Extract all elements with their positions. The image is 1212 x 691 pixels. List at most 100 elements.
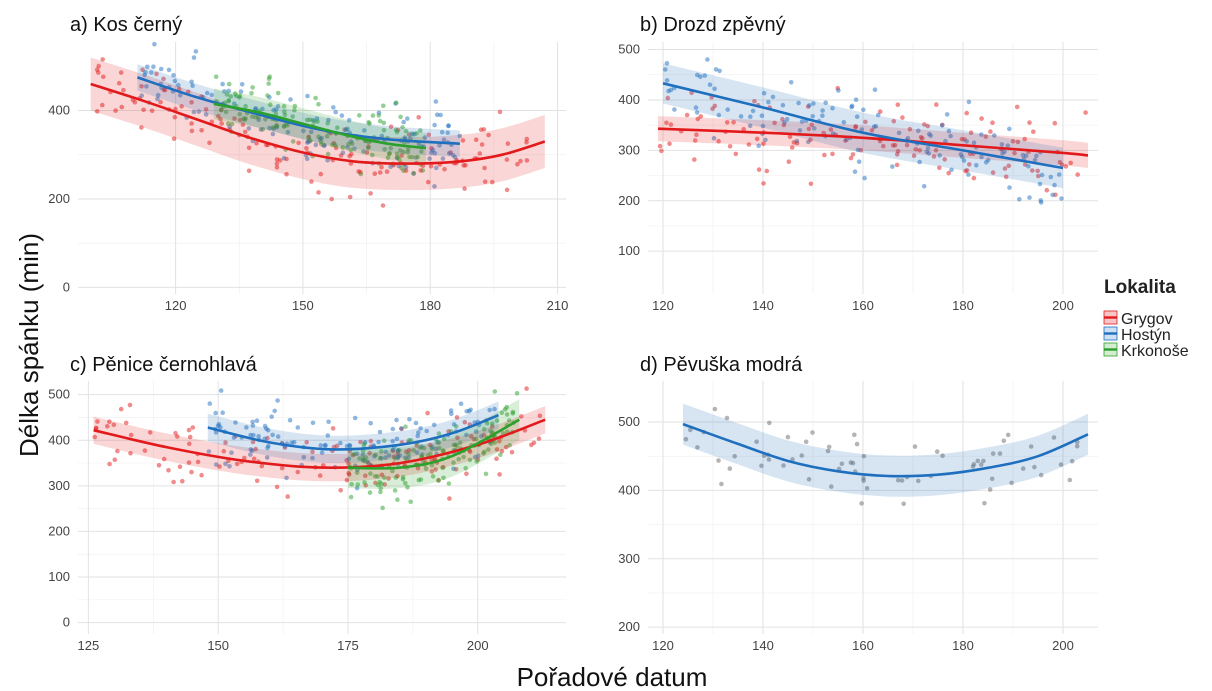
scatter-point-hostyn (905, 136, 911, 141)
scatter-point-hostyn (756, 143, 761, 149)
scatter-point-hostyn (705, 57, 710, 62)
panel-title-b: b) Drozd zpěvný (640, 14, 786, 36)
scatter-point-hostyn (227, 464, 232, 469)
scatter-point-hostyn (229, 450, 234, 456)
scatter-point-grygov (524, 386, 529, 391)
scatter-point-hostyn (275, 434, 281, 439)
scatter-point-hostyn (275, 103, 281, 109)
y-tick-label: 400 (48, 432, 70, 447)
scatter-point-hostyn (204, 90, 210, 96)
scatter-point-krkonose (292, 103, 298, 109)
scatter-point-hostyn (1020, 152, 1026, 158)
scatter-point-hostyn (763, 137, 768, 143)
scatter-point-grygov (219, 121, 224, 126)
scatter-point-grygov (505, 141, 511, 146)
scatter-point-krkonose (361, 443, 367, 448)
scatter-point-krkonose (223, 109, 229, 115)
scatter-point-grygov (232, 116, 237, 121)
scatter-point-grygov (92, 434, 97, 440)
y-tick-label: 400 (48, 103, 70, 118)
legend-label-hostyn: Hostýn (1121, 327, 1171, 344)
scatter-point-main (712, 406, 718, 412)
scatter-point-krkonose (381, 127, 387, 133)
scatter-point-grygov (497, 438, 502, 444)
scatter-point-main (989, 476, 995, 482)
x-tick-label: 175 (337, 638, 359, 653)
scatter-point-hostyn (405, 116, 410, 121)
scatter-point-grygov (694, 132, 699, 137)
scatter-point-krkonose (381, 438, 387, 444)
scatter-point-hostyn (664, 78, 670, 83)
scatter-point-hostyn (871, 124, 877, 129)
scatter-point-grygov (240, 122, 246, 127)
scatter-point-grygov (221, 448, 227, 454)
scatter-point-hostyn (668, 87, 674, 93)
scatter-point-krkonose (436, 431, 442, 436)
scatter-point-krkonose (362, 458, 367, 464)
y-axis-title: Délka spánku (min) (14, 233, 44, 457)
scatter-point-hostyn (439, 129, 445, 135)
scatter-point-hostyn (448, 408, 454, 413)
scatter-point-grygov (482, 165, 487, 171)
scatter-point-krkonose (351, 451, 357, 457)
scatter-point-krkonose (400, 125, 405, 130)
scatter-point-grygov (536, 436, 542, 441)
scatter-point-grygov (107, 419, 112, 425)
scatter-point-grygov (113, 108, 118, 113)
scatter-point-grygov (189, 121, 194, 126)
scatter-point-hostyn (796, 100, 801, 106)
scatter-point-grygov (464, 471, 469, 477)
scatter-point-grygov (659, 148, 664, 154)
scatter-point-hostyn (285, 129, 291, 135)
scatter-point-main (839, 461, 845, 467)
scatter-point-hostyn (238, 89, 244, 94)
scatter-point-grygov (94, 109, 100, 114)
scatter-point-main (864, 486, 870, 491)
scatter-point-krkonose (394, 151, 400, 157)
scatter-point-main (716, 458, 721, 463)
scatter-point-main (1009, 480, 1014, 486)
scatter-point-hostyn (310, 420, 316, 426)
scatter-point-hostyn (896, 130, 902, 136)
scatter-point-hostyn (326, 419, 331, 425)
scatter-point-hostyn (196, 109, 202, 114)
scatter-point-hostyn (267, 125, 272, 131)
scatter-point-krkonose (265, 93, 270, 98)
scatter-point-krkonose (473, 436, 479, 442)
scatter-point-krkonose (335, 125, 340, 130)
chart-panel-c: 125 150 175 200 0 100 200 300 400 500 (48, 381, 566, 653)
scatter-point-hostyn (331, 105, 336, 110)
scatter-point-grygov (334, 443, 340, 449)
scatter-point-grygov (988, 129, 993, 134)
scatter-point-grygov (199, 472, 204, 478)
scatter-point-hostyn (760, 123, 766, 129)
scatter-point-grygov (347, 194, 353, 200)
scatter-point-hostyn (416, 430, 421, 435)
scatter-point-main (1032, 464, 1037, 470)
scatter-point-krkonose (290, 114, 296, 119)
scatter-point-hostyn (937, 153, 942, 158)
scatter-point-krkonose (274, 123, 280, 128)
scatter-point-krkonose (403, 480, 408, 486)
scatter-point-krkonose (440, 465, 445, 471)
scatter-point-hostyn (979, 132, 984, 137)
scatter-point-grygov (698, 114, 704, 119)
scatter-point-grygov (250, 439, 256, 445)
scatter-point-grygov (473, 137, 479, 142)
scatter-point-krkonose (403, 424, 408, 430)
scatter-point-main (852, 432, 857, 438)
scatter-point-grygov (983, 134, 989, 139)
scatter-point-main (1038, 472, 1044, 478)
scatter-point-krkonose (406, 452, 411, 457)
scatter-point-hostyn (284, 475, 289, 481)
scatter-point-hostyn (244, 425, 249, 430)
scatter-point-krkonose (267, 102, 273, 107)
y-tick-label: 300 (618, 142, 640, 157)
scatter-point-hostyn (362, 128, 367, 133)
scatter-point-grygov (259, 463, 265, 469)
scatter-point-hostyn (289, 440, 295, 446)
scatter-point-grygov (482, 179, 488, 184)
scatter-point-hostyn (301, 128, 306, 134)
confidence-band-main (683, 403, 1088, 497)
y-tick-label: 100 (618, 243, 640, 258)
